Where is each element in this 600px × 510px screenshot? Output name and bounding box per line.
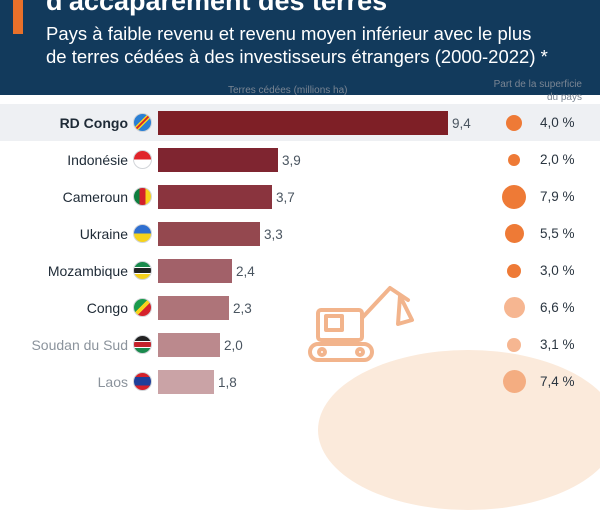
value-label: 3,3 (264, 227, 283, 242)
chart-subtitle: Pays à faible revenu et revenu moyen inf… (46, 22, 548, 68)
share-label: 4,0 % (540, 115, 575, 130)
flag-laos-icon (133, 372, 152, 391)
value-label: 9,4 (452, 116, 471, 131)
flag-rd-congo-icon (133, 113, 152, 132)
excavator-icon (308, 286, 414, 362)
flag-indonesie-icon (133, 150, 152, 169)
category-label: Soudan du Sud (31, 337, 128, 353)
share-label: 3,1 % (540, 337, 575, 352)
flag-ukraine-icon (133, 224, 152, 243)
flag-mozambique-icon (133, 261, 152, 280)
share-dot (503, 297, 525, 318)
value-label: 2,0 (224, 338, 243, 353)
category-label: Laos (97, 374, 128, 390)
value-label: 3,7 (276, 190, 295, 205)
category-label: Mozambique (47, 263, 128, 279)
chart-row-laos: Laos 1,8 7,4 % (0, 363, 600, 400)
category-label: Indonésie (67, 152, 128, 168)
chart-row-rd-congo: RD Congo 9,4 4,0 % (0, 104, 600, 141)
share-label: 6,6 % (540, 300, 575, 315)
share-label: 7,4 % (540, 374, 575, 389)
share-column-header: Part de la superficie du pays (442, 78, 582, 104)
chart-row-cameroun: Cameroun 3,7 7,9 % (0, 178, 600, 215)
subtitle-line-1: Pays à faible revenu et revenu moyen inf… (46, 23, 532, 44)
bar (158, 148, 278, 172)
bar (158, 185, 272, 209)
share-dot (508, 153, 520, 166)
category-label: Cameroun (62, 189, 128, 205)
header: d'accaparement des terres Pays à faible … (0, 0, 600, 95)
category-label: RD Congo (59, 115, 128, 131)
bar (158, 296, 229, 320)
subtitle-line-2: de terres cédées à des investisseurs étr… (46, 46, 548, 67)
share-header-line-1: Part de la superficie (493, 79, 582, 90)
chart-row-indonesie: Indonésie 3,9 2,0 % (0, 141, 600, 178)
bar (158, 333, 220, 357)
chart-row-soudan-du-sud: Soudan du Sud 2,0 3,1 % (0, 326, 600, 363)
bar (158, 259, 232, 283)
bar (158, 370, 214, 394)
bar (158, 111, 448, 135)
page-title: d'accaparement des terres (46, 0, 388, 16)
share-label: 3,0 % (540, 263, 575, 278)
share-dot (502, 184, 526, 209)
value-label: 1,8 (218, 375, 237, 390)
bar (158, 222, 260, 246)
share-label: 5,5 % (540, 226, 575, 241)
accent-bar (13, 0, 23, 34)
share-label: 7,9 % (540, 189, 575, 204)
category-label: Congo (86, 300, 128, 316)
value-label: 3,9 (282, 153, 301, 168)
flag-congo-icon (133, 298, 152, 317)
chart-row-mozambique: Mozambique 2,4 3,0 % (0, 252, 600, 289)
share-dot (507, 337, 521, 352)
chart-row-congo: Congo 2,3 6,6 % (0, 289, 600, 326)
value-label: 2,4 (236, 264, 255, 279)
category-label: Ukraine (79, 226, 128, 242)
flag-cameroun-icon (133, 187, 152, 206)
share-dot (506, 114, 522, 131)
share-header-line-2: du pays (546, 92, 582, 103)
share-dot (504, 224, 524, 243)
flag-soudan-du-sud-icon (133, 335, 152, 354)
share-dot (507, 263, 521, 278)
share-label: 2,0 % (540, 152, 575, 167)
share-dot (502, 370, 526, 393)
value-label: 2,3 (233, 301, 252, 316)
bars-column-header: Terres cédées (millions ha) (228, 85, 348, 96)
chart-row-ukraine: Ukraine 3,3 5,5 % (0, 215, 600, 252)
